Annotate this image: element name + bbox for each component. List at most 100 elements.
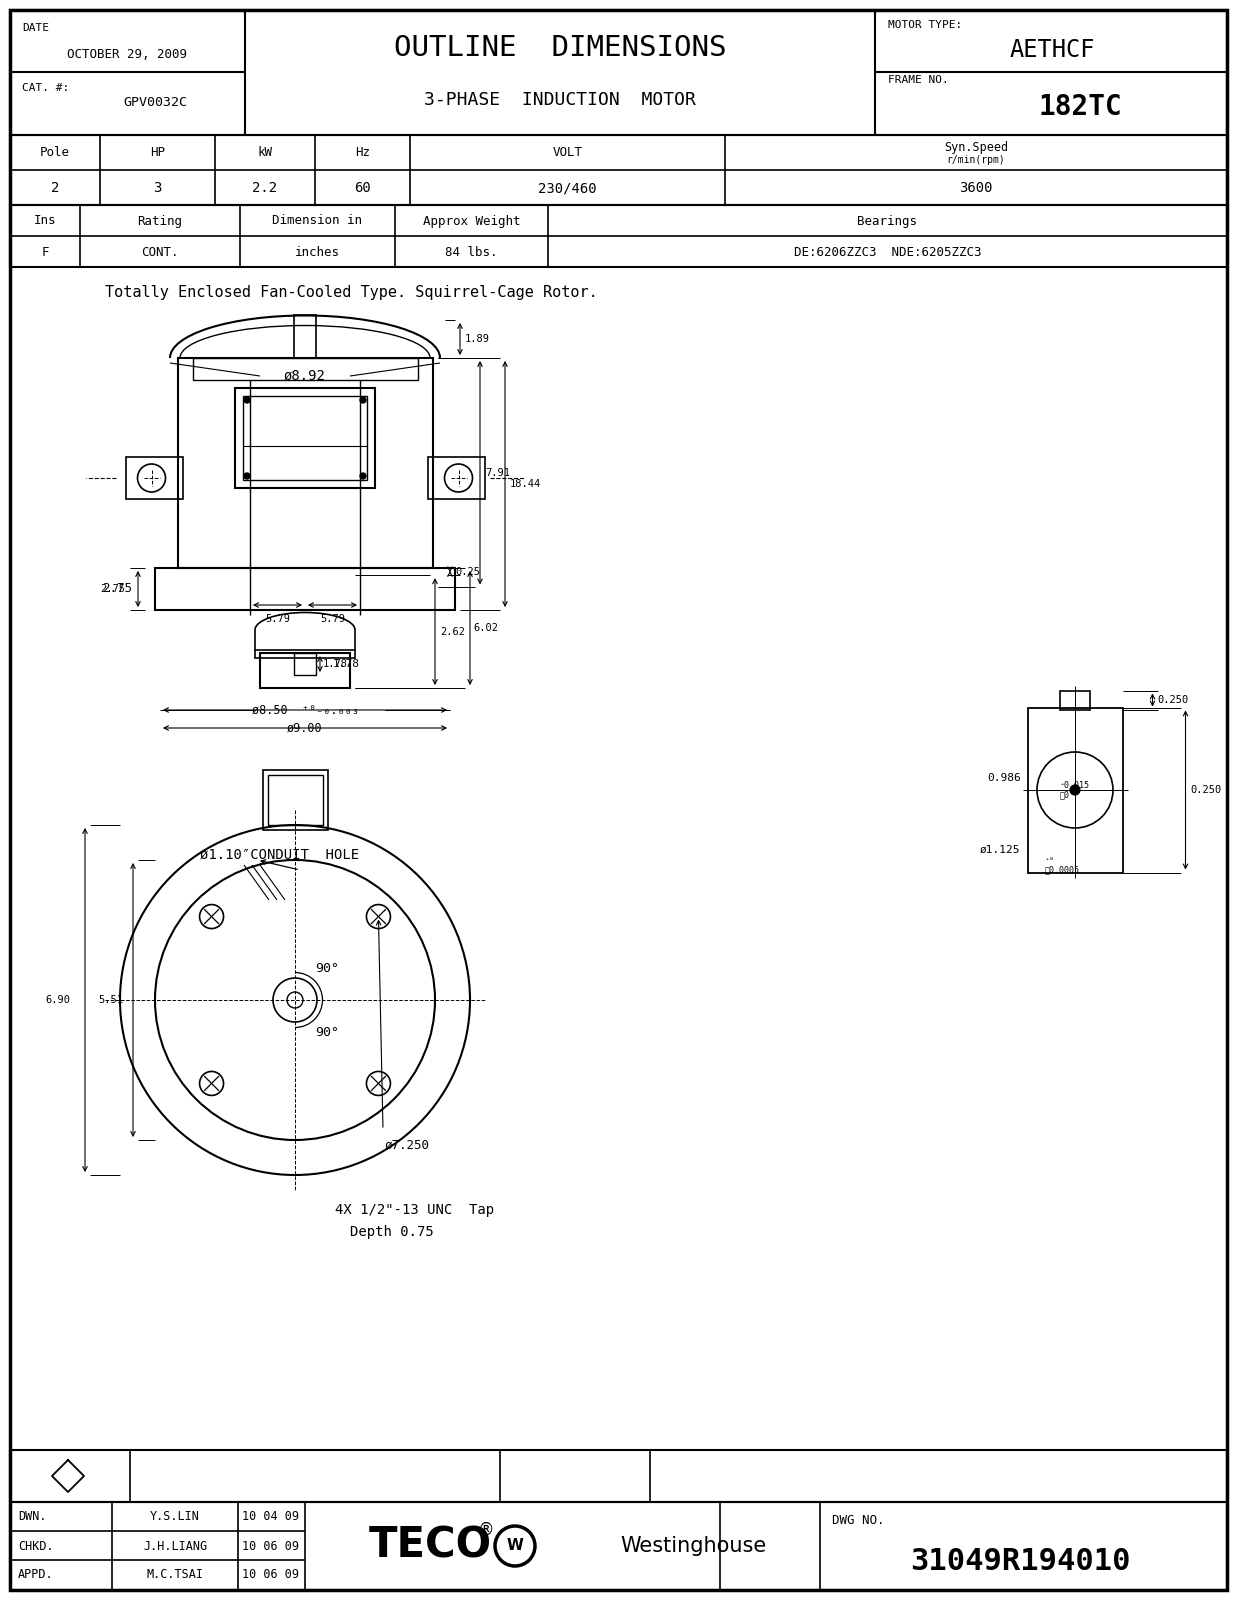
Text: Y.S.LIN: Y.S.LIN <box>150 1510 200 1523</box>
Bar <box>242 395 367 480</box>
Bar <box>10 1450 1227 1502</box>
Text: Bearings: Bearings <box>857 214 918 227</box>
Text: CONT.: CONT. <box>141 245 179 259</box>
Bar <box>428 458 485 499</box>
Bar <box>260 653 350 688</box>
Text: OUTLINE  DIMENSIONS: OUTLINE DIMENSIONS <box>393 34 726 62</box>
Text: 0.986: 0.986 <box>987 773 1021 782</box>
Text: 84 lbs.: 84 lbs. <box>445 245 497 259</box>
Bar <box>255 650 355 658</box>
Text: 0.25: 0.25 <box>455 566 480 576</box>
Text: 182TC: 182TC <box>1038 93 1122 122</box>
Text: 1.78: 1.78 <box>333 659 360 669</box>
Text: DWG NO.: DWG NO. <box>833 1514 884 1526</box>
Text: 5.51: 5.51 <box>98 995 122 1005</box>
Bar <box>235 387 375 488</box>
Text: 6.90: 6.90 <box>45 995 71 1005</box>
Bar <box>125 458 183 499</box>
Text: DATE: DATE <box>22 22 49 34</box>
Text: 2.75: 2.75 <box>101 582 132 595</box>
Bar <box>10 10 1227 134</box>
Bar <box>10 134 1227 205</box>
Text: ø1.125: ø1.125 <box>980 845 1021 854</box>
Text: 5.79: 5.79 <box>265 614 289 624</box>
Text: MOTOR TYPE:: MOTOR TYPE: <box>888 19 962 30</box>
Text: Pole: Pole <box>40 147 71 160</box>
Text: FRAME NO.: FRAME NO. <box>888 75 949 85</box>
Bar <box>193 358 418 379</box>
Text: ø9.00: ø9.00 <box>287 722 323 734</box>
Text: 0.250: 0.250 <box>1190 786 1222 795</box>
Text: Depth 0.75: Depth 0.75 <box>350 1226 434 1238</box>
Bar <box>294 653 315 675</box>
Text: 7.91: 7.91 <box>485 467 510 478</box>
Text: TECO: TECO <box>369 1525 491 1566</box>
Text: ®: ® <box>477 1522 495 1539</box>
Text: HP: HP <box>150 147 165 160</box>
Bar <box>155 568 455 610</box>
Text: CAT. #:: CAT. #: <box>22 83 69 93</box>
Text: 2.75: 2.75 <box>100 584 125 594</box>
Text: 3600: 3600 <box>959 181 993 195</box>
Text: APPD.: APPD. <box>19 1568 53 1581</box>
Circle shape <box>244 474 250 478</box>
Text: DE:6206ZZC3  NDE:6205ZZC3: DE:6206ZZC3 NDE:6205ZZC3 <box>794 245 981 259</box>
Text: 5.79: 5.79 <box>320 614 345 624</box>
Text: 6.02: 6.02 <box>473 622 499 634</box>
Bar <box>10 1502 1227 1590</box>
Text: 90°: 90° <box>315 1026 339 1038</box>
Text: ø7.250: ø7.250 <box>385 1139 430 1152</box>
Text: 1.89: 1.89 <box>465 334 490 344</box>
Bar <box>177 358 433 568</box>
Text: OCTOBER 29, 2009: OCTOBER 29, 2009 <box>67 48 187 61</box>
Text: DWN.: DWN. <box>19 1510 47 1523</box>
Text: ⁺⁰: ⁺⁰ <box>1045 856 1055 864</box>
Text: 60: 60 <box>354 181 371 195</box>
Text: ⁢0.0005: ⁢0.0005 <box>1045 866 1080 875</box>
Text: 4X 1/2"-13 UNC  Tap: 4X 1/2"-13 UNC Tap <box>335 1203 494 1218</box>
Text: F: F <box>41 245 48 259</box>
Text: W: W <box>507 1539 523 1554</box>
Text: J.H.LIANG: J.H.LIANG <box>143 1539 207 1552</box>
Text: Westinghouse: Westinghouse <box>620 1536 766 1555</box>
Text: Hz: Hz <box>355 147 370 160</box>
Text: 18.44: 18.44 <box>510 478 542 490</box>
Text: ø1.10″CONDUIT  HOLE: ø1.10″CONDUIT HOLE <box>200 848 359 862</box>
Text: Rating: Rating <box>137 214 183 227</box>
Text: ø8.50  ⁺⁰₋₀.₀₀₃: ø8.50 ⁺⁰₋₀.₀₀₃ <box>251 704 359 717</box>
Text: Ins: Ins <box>33 214 56 227</box>
Circle shape <box>244 397 250 403</box>
Text: Totally Enclosed Fan-Cooled Type. Squirrel-Cage Rotor.: Totally Enclosed Fan-Cooled Type. Squirr… <box>105 285 597 301</box>
Bar <box>1060 691 1090 709</box>
Text: inches: inches <box>294 245 340 259</box>
Circle shape <box>1070 786 1080 795</box>
Text: 10 04 09: 10 04 09 <box>242 1510 299 1523</box>
Bar <box>262 770 328 830</box>
Text: 90°: 90° <box>315 962 339 974</box>
Text: ø8.92: ø8.92 <box>285 370 325 382</box>
Text: Syn.Speed: Syn.Speed <box>944 141 1008 155</box>
Text: ⁺0.015: ⁺0.015 <box>1060 781 1090 789</box>
Text: 2: 2 <box>51 181 59 195</box>
Text: 230/460: 230/460 <box>538 181 596 195</box>
Bar <box>267 774 323 826</box>
Circle shape <box>360 474 366 478</box>
Text: r/min(rpm): r/min(rpm) <box>946 155 1006 165</box>
Text: AETHCF: AETHCF <box>1009 38 1095 62</box>
Text: 10 06 09: 10 06 09 <box>242 1568 299 1581</box>
Text: ⁢0: ⁢0 <box>1060 790 1070 800</box>
Text: 31049R194010: 31049R194010 <box>909 1547 1131 1576</box>
Text: 10 06 09: 10 06 09 <box>242 1539 299 1552</box>
Text: 0.250: 0.250 <box>1158 694 1189 706</box>
Circle shape <box>360 397 366 403</box>
Text: M.C.TSAI: M.C.TSAI <box>146 1568 204 1581</box>
Text: 3: 3 <box>153 181 162 195</box>
Text: kW: kW <box>257 147 272 160</box>
Text: 1.78: 1.78 <box>323 659 348 669</box>
Text: Approx Weight: Approx Weight <box>423 214 521 227</box>
Bar <box>294 315 315 358</box>
Text: Dimension in: Dimension in <box>272 214 362 227</box>
Bar <box>10 205 1227 267</box>
Text: 3-PHASE  INDUCTION  MOTOR: 3-PHASE INDUCTION MOTOR <box>424 91 696 109</box>
Text: 2.62: 2.62 <box>440 627 465 637</box>
